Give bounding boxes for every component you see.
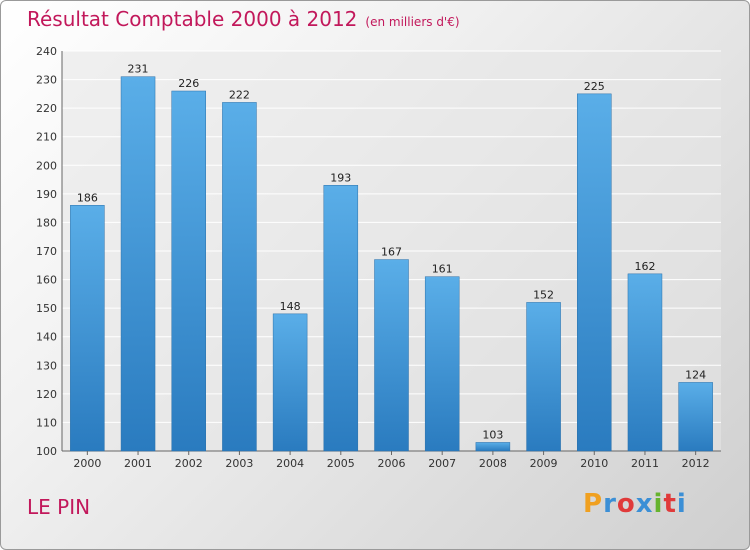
- data-label-2003: 222: [229, 88, 250, 101]
- data-label-2011: 162: [634, 260, 655, 273]
- bar-2005: [323, 185, 359, 452]
- data-label-2006: 167: [381, 246, 402, 259]
- bar-2010: [577, 93, 612, 452]
- data-label-2004: 148: [280, 300, 301, 313]
- data-label-2002: 226: [178, 77, 199, 90]
- data-label-2012: 124: [685, 368, 706, 381]
- data-label-2005: 193: [330, 171, 351, 184]
- chart-title-text: Résultat Comptable 2000 à 2012: [27, 7, 358, 31]
- y-tick-label: 160: [36, 274, 57, 287]
- x-tick-label-2008: 2008: [479, 457, 507, 470]
- y-tick-label: 200: [36, 159, 57, 172]
- y-tick-label: 120: [36, 388, 57, 401]
- y-tick-label: 150: [36, 302, 57, 315]
- data-label-2010: 225: [584, 80, 605, 93]
- x-tick-label-2006: 2006: [378, 457, 406, 470]
- data-label-2001: 231: [128, 63, 149, 76]
- logo-letter: t: [663, 489, 677, 519]
- x-tick-label-2001: 2001: [124, 457, 152, 470]
- x-tick-label-2007: 2007: [428, 457, 456, 470]
- unit-note: (en milliers d'€): [365, 15, 460, 29]
- place-name: LE PIN: [27, 495, 91, 519]
- y-tick-label: 240: [36, 45, 57, 58]
- logo-letter: i: [653, 489, 664, 519]
- y-tick-label: 130: [36, 359, 57, 372]
- bar-2003: [222, 102, 257, 452]
- x-tick-label-2004: 2004: [276, 457, 304, 470]
- logo-letter: o: [616, 489, 636, 519]
- bar-2002: [171, 90, 206, 452]
- y-tick-label: 180: [36, 216, 57, 229]
- x-tick-label-2000: 2000: [73, 457, 101, 470]
- data-label-2000: 186: [77, 191, 98, 204]
- bar-2008: [475, 442, 511, 452]
- x-tick-label-2003: 2003: [225, 457, 253, 470]
- data-label-2007: 161: [432, 263, 453, 276]
- logo-letter: P: [583, 489, 604, 519]
- y-tick-label: 230: [36, 74, 57, 87]
- data-label-2009: 152: [533, 288, 554, 301]
- x-tick-label-2002: 2002: [175, 457, 203, 470]
- bar-2009: [526, 302, 561, 452]
- bar-2006: [374, 259, 409, 452]
- bar-2001: [120, 76, 156, 452]
- y-tick-label: 110: [36, 416, 57, 429]
- x-tick-label-2009: 2009: [530, 457, 558, 470]
- bar-2007: [424, 276, 460, 452]
- y-tick-label: 220: [36, 102, 57, 115]
- x-tick-label-2005: 2005: [327, 457, 355, 470]
- y-tick-label: 100: [36, 445, 57, 458]
- data-label-2008: 103: [482, 428, 503, 441]
- bar-2012: [678, 382, 713, 452]
- logo-letter: r: [603, 489, 617, 519]
- chart-title: Résultat Comptable 2000 à 2012 (en millie…: [27, 7, 460, 31]
- logo-letter: i: [676, 489, 687, 519]
- x-tick-label-2010: 2010: [580, 457, 608, 470]
- x-tick-label-2012: 2012: [682, 457, 710, 470]
- y-tick-label: 190: [36, 188, 57, 201]
- bar-2004: [272, 313, 308, 452]
- y-tick-label: 170: [36, 245, 57, 258]
- bar-2000: [70, 205, 105, 452]
- y-tick-label: 140: [36, 331, 57, 344]
- logo-letter: x: [635, 489, 654, 519]
- x-tick-label-2011: 2011: [631, 457, 659, 470]
- y-tick-label: 210: [36, 131, 57, 144]
- bar-2011: [627, 273, 663, 452]
- proxiti-logo[interactable]: Proxiti: [583, 489, 687, 519]
